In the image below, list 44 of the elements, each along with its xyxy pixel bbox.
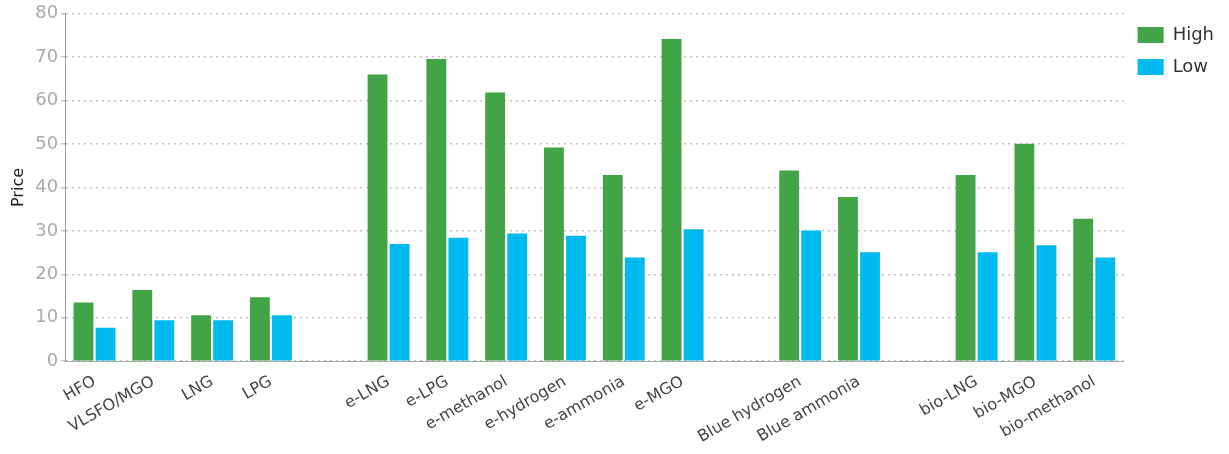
bar [683, 229, 704, 361]
bar [213, 320, 234, 361]
y-tick-label: 60 [35, 88, 59, 110]
bar [485, 92, 506, 361]
bar [507, 233, 528, 361]
bar [860, 252, 880, 361]
bar [73, 302, 94, 361]
y-axis-title: Price [7, 167, 27, 207]
bar [1095, 257, 1116, 361]
bar [448, 237, 469, 361]
legend-label: Low [1172, 54, 1209, 76]
bar [1014, 143, 1035, 361]
y-tick-label: 30 [35, 218, 59, 240]
bar [95, 327, 116, 361]
y-tick-label: 0 [46, 348, 59, 370]
y-tick-label: 80 [35, 1, 59, 23]
bar [426, 58, 447, 361]
bar [1036, 245, 1057, 361]
y-tick-label: 50 [35, 131, 59, 153]
bar [154, 320, 175, 361]
bar [367, 74, 388, 361]
x-tick-label: LNG [177, 371, 217, 405]
bar [779, 170, 800, 361]
y-tick-label: 70 [35, 44, 59, 66]
y-tick-label: 20 [35, 262, 59, 283]
legend-label: High [1172, 22, 1214, 44]
bar [977, 252, 998, 361]
bar [566, 235, 586, 361]
bar [249, 297, 270, 361]
bar [389, 243, 410, 361]
x-tick-label: LPG [238, 371, 276, 404]
bar [544, 147, 564, 361]
bar [132, 289, 153, 361]
bar [191, 315, 212, 361]
y-tick-label: 40 [35, 175, 59, 197]
bar [624, 257, 645, 361]
bar [602, 174, 623, 361]
bar [661, 38, 682, 361]
bar [838, 197, 858, 361]
bar [272, 315, 292, 361]
y-tick-label: 10 [35, 305, 59, 327]
bar [955, 174, 976, 361]
bar [1073, 218, 1094, 361]
bar [801, 230, 822, 361]
